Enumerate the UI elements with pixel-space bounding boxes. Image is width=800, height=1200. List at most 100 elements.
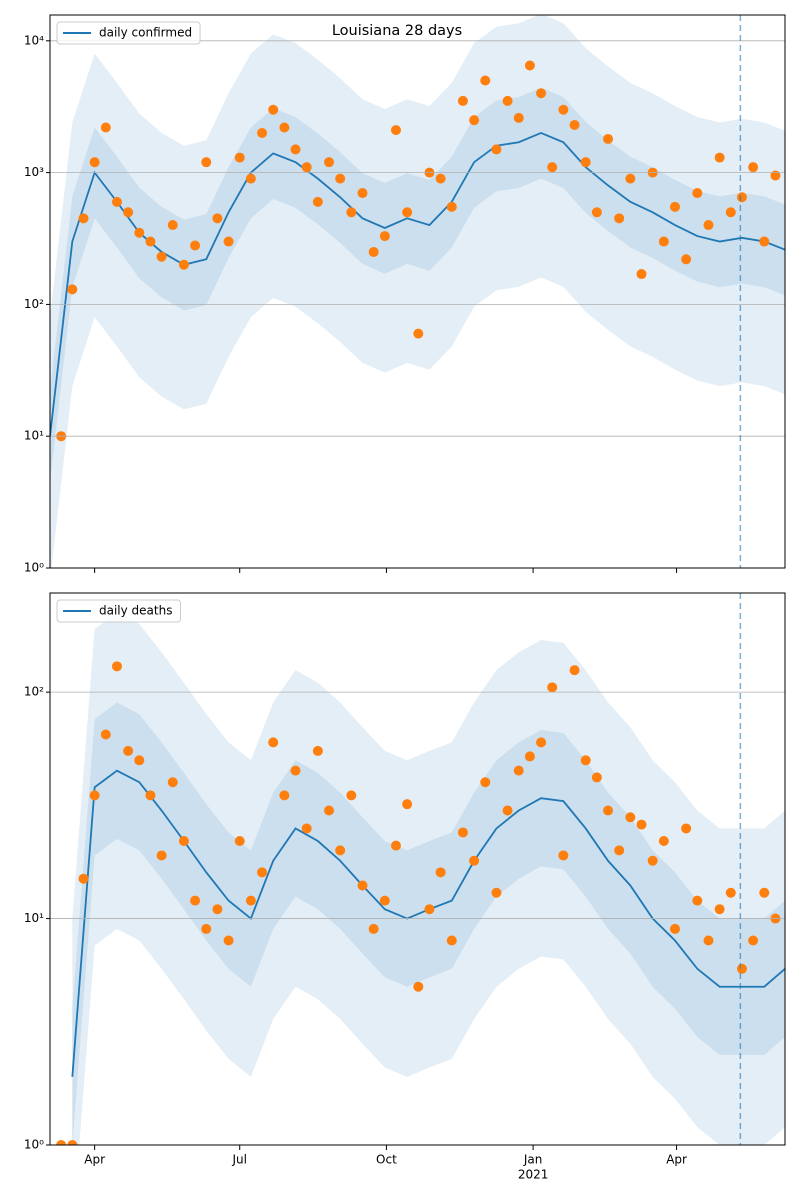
data-point <box>167 220 178 231</box>
data-point <box>268 104 279 115</box>
plot-area <box>50 15 785 568</box>
data-point <box>647 855 658 866</box>
x-tick-label: Apr <box>666 1153 687 1167</box>
data-point <box>558 104 569 115</box>
data-point <box>502 95 513 106</box>
data-point <box>123 745 134 756</box>
x-tick-label: Jan <box>523 1153 543 1167</box>
y-tick-label: 10¹ <box>24 911 44 925</box>
data-point <box>379 231 390 242</box>
data-point <box>100 729 111 740</box>
data-point <box>681 823 692 834</box>
data-point <box>692 188 703 199</box>
data-point <box>480 777 491 788</box>
data-point <box>368 246 379 257</box>
x-tick-label: Oct <box>376 1153 397 1167</box>
data-point <box>547 682 558 693</box>
legend-label: daily deaths <box>99 604 172 618</box>
data-point <box>636 269 647 280</box>
data-point <box>212 213 223 224</box>
y-tick-label: 10⁰ <box>24 1138 44 1152</box>
data-point <box>234 152 245 163</box>
data-point <box>491 144 502 155</box>
data-point <box>603 133 614 144</box>
data-point <box>78 873 89 884</box>
data-point <box>268 737 279 748</box>
data-point <box>536 737 547 748</box>
confidence-band <box>72 612 785 1145</box>
data-point <box>167 777 178 788</box>
data-point <box>424 904 435 915</box>
data-point <box>390 840 401 851</box>
data-point <box>201 157 212 168</box>
y-tick-label: 10¹ <box>24 429 44 443</box>
data-point <box>558 850 569 861</box>
data-point <box>469 855 480 866</box>
y-tick-label: 10⁰ <box>24 561 44 575</box>
data-point <box>591 772 602 783</box>
data-point <box>457 95 468 106</box>
data-point <box>290 765 301 776</box>
data-point <box>290 144 301 155</box>
data-point <box>636 819 647 830</box>
data-point <box>569 119 580 130</box>
data-point <box>580 755 591 766</box>
data-point <box>357 188 368 199</box>
data-point <box>770 170 781 181</box>
data-point <box>67 284 78 295</box>
data-point <box>335 173 346 184</box>
data-point <box>402 799 413 810</box>
data-point <box>111 196 122 207</box>
data-point <box>614 213 625 224</box>
data-point <box>725 207 736 218</box>
confidence-band <box>50 15 785 568</box>
data-point <box>245 173 256 184</box>
data-point <box>669 923 680 934</box>
data-point <box>446 201 457 212</box>
confidence-band <box>50 87 785 482</box>
data-point <box>513 112 524 123</box>
data-point <box>368 923 379 934</box>
data-point <box>78 213 89 224</box>
data-point <box>379 895 390 906</box>
y-tick-label: 10² <box>24 297 44 311</box>
data-point <box>669 201 680 212</box>
data-point <box>312 745 323 756</box>
data-point <box>402 207 413 218</box>
data-point <box>748 162 759 173</box>
data-point <box>190 240 201 251</box>
data-point <box>279 790 290 801</box>
data-point <box>134 755 145 766</box>
data-point <box>134 227 145 238</box>
y-tick-label: 10³ <box>24 165 44 179</box>
data-point <box>714 904 725 915</box>
data-point <box>725 887 736 898</box>
series-line <box>50 131 785 437</box>
data-point <box>212 904 223 915</box>
data-point <box>145 790 156 801</box>
data-point <box>223 236 234 247</box>
y-tick-label: 10⁴ <box>24 33 44 47</box>
data-point <box>346 790 357 801</box>
data-point <box>257 867 268 878</box>
data-point <box>603 805 614 816</box>
data-point <box>569 665 580 676</box>
data-point <box>279 122 290 133</box>
data-point <box>457 827 468 838</box>
data-point <box>335 845 346 856</box>
data-point <box>100 122 111 133</box>
data-point <box>703 220 714 231</box>
data-point <box>536 88 547 99</box>
plot-area <box>56 612 785 1145</box>
axes-frame <box>49 14 786 569</box>
data-point <box>346 207 357 218</box>
x-tick-label: Jul <box>231 1153 246 1167</box>
data-point <box>591 207 602 218</box>
data-point <box>736 963 747 974</box>
data-point <box>469 115 480 126</box>
data-point <box>324 157 335 168</box>
data-point <box>446 935 457 946</box>
data-point <box>413 328 424 339</box>
data-point <box>257 127 268 138</box>
data-point <box>190 895 201 906</box>
